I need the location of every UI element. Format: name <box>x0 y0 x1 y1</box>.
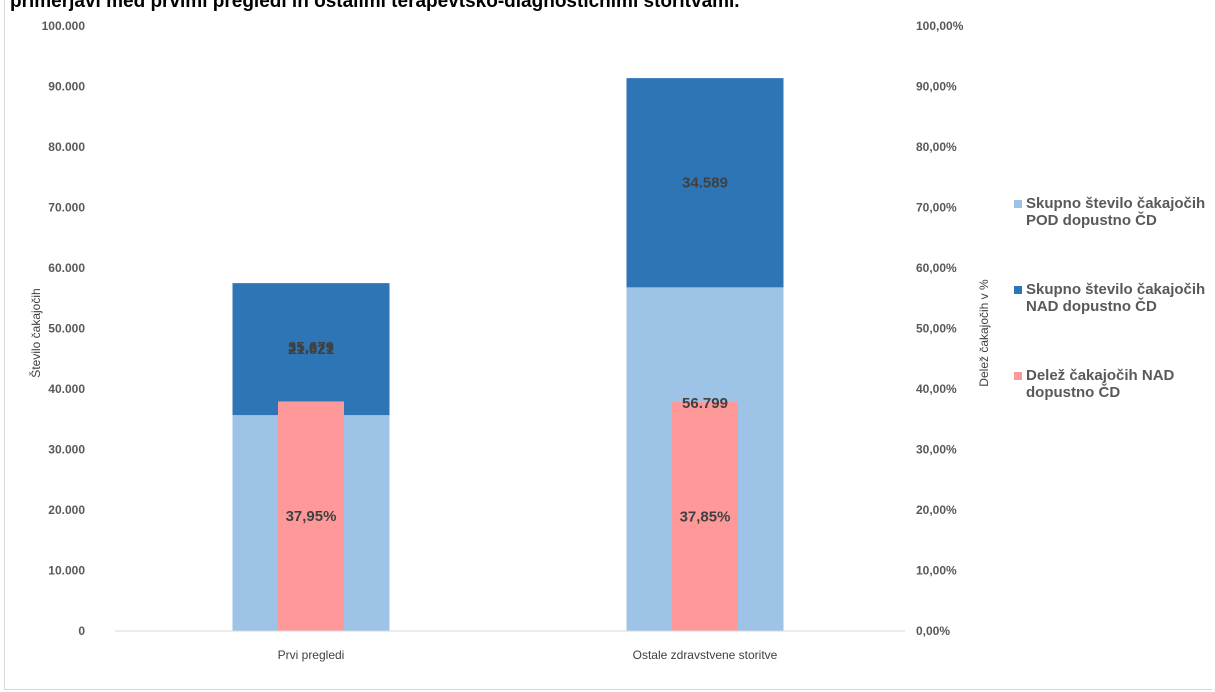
legend-swatch <box>1014 286 1022 294</box>
y-tick-label: 70.000 <box>48 201 85 215</box>
y2-tick-label: 60,00% <box>916 261 957 275</box>
y-tick-label: 80.000 <box>48 140 85 154</box>
y-tick-label: 40.000 <box>48 382 85 396</box>
bar-nad-dopustno <box>232 283 390 416</box>
category-labels: Prvi pregledi Ostale zdravstvene storitve <box>278 648 778 662</box>
legend-label: Skupno število čakajočih POD dopustno ČD <box>1026 195 1205 229</box>
y-tick-label: 30.000 <box>48 443 85 457</box>
y2-tick-label: 0,00% <box>916 624 950 638</box>
y2-tick-label: 50,00% <box>916 322 957 336</box>
legend-swatch <box>1014 200 1022 208</box>
y2-tick-label: 10,00% <box>916 564 957 578</box>
legend: Skupno število čakajočih POD dopustno ČD S… <box>1014 195 1214 453</box>
legend-item: Delež čakajočih NAD dopustno ČD <box>1014 367 1214 401</box>
bar-delez-nad <box>278 401 344 631</box>
y-tick-label: 90.000 <box>48 80 85 94</box>
bar-nad-dopustno <box>626 78 784 288</box>
y-tick-label: 60.000 <box>48 261 85 275</box>
y-tick-label: 20.000 <box>48 503 85 517</box>
legend-item: Skupno število čakajočih NAD dopustno ČD <box>1014 281 1214 315</box>
y-tick-label: 10.000 <box>48 564 85 578</box>
y2-tick-label: 80,00% <box>916 140 957 154</box>
y2-tick-label: 20,00% <box>916 503 957 517</box>
y-tick-label: 0 <box>78 624 85 638</box>
bars <box>232 78 784 631</box>
legend-label-line: Skupno število čakajočih <box>1026 281 1206 298</box>
data-label-pod: 35.679 <box>288 339 334 356</box>
legend-swatch <box>1014 372 1022 380</box>
data-label-delez: 37,85% <box>680 509 731 526</box>
legend-label-line: NAD dopustno ČD <box>1026 298 1157 315</box>
bar-delez-nad <box>672 402 738 631</box>
legend-label: Delež čakajočih NAD dopustno ČD <box>1026 367 1174 401</box>
right-axis-ticks: 0,00% 10,00% 20,00% 30,00% 40,00% 50,00% 60,00… <box>916 19 964 638</box>
y2-tick-label: 100,00% <box>916 19 964 33</box>
y2-tick-label: 90,00% <box>916 80 957 94</box>
legend-label-line: Delež čakajočih NAD <box>1026 367 1175 384</box>
chart-title: primerjavi med prvimi pregledi in ostali… <box>10 0 740 12</box>
legend-label-line: dopustno ČD <box>1026 384 1121 401</box>
chart-frame <box>4 0 1212 690</box>
legend-label-line: Skupno število čakajočih <box>1026 195 1206 212</box>
data-label-nad: 34.589 <box>682 175 728 192</box>
y2-tick-label: 70,00% <box>916 201 957 215</box>
y2-tick-label: 40,00% <box>916 382 957 396</box>
category-label: Prvi pregledi <box>278 648 345 662</box>
data-label-nad: 21.821 <box>288 341 334 358</box>
y-tick-label: 100.000 <box>42 19 86 33</box>
left-axis-ticks: 0 10.000 20.000 30.000 40.000 50.000 60.000 70.… <box>42 19 86 638</box>
category-label: Ostale zdravstvene storitve <box>633 648 778 662</box>
legend-label: Skupno število čakajočih NAD dopustno ČD <box>1026 281 1205 315</box>
y-axis-label: Število čakajočih <box>28 288 43 377</box>
data-label-delez: 37,95% <box>286 508 337 525</box>
legend-label-line: POD dopustno ČD <box>1026 212 1157 229</box>
data-label-pod: 56.799 <box>682 395 728 412</box>
y2-tick-label: 30,00% <box>916 443 957 457</box>
legend-item: Skupno število čakajočih POD dopustno ČD <box>1014 195 1214 229</box>
y2-axis-label: Delež čakajočih v % <box>977 279 991 387</box>
y-tick-label: 50.000 <box>48 322 85 336</box>
